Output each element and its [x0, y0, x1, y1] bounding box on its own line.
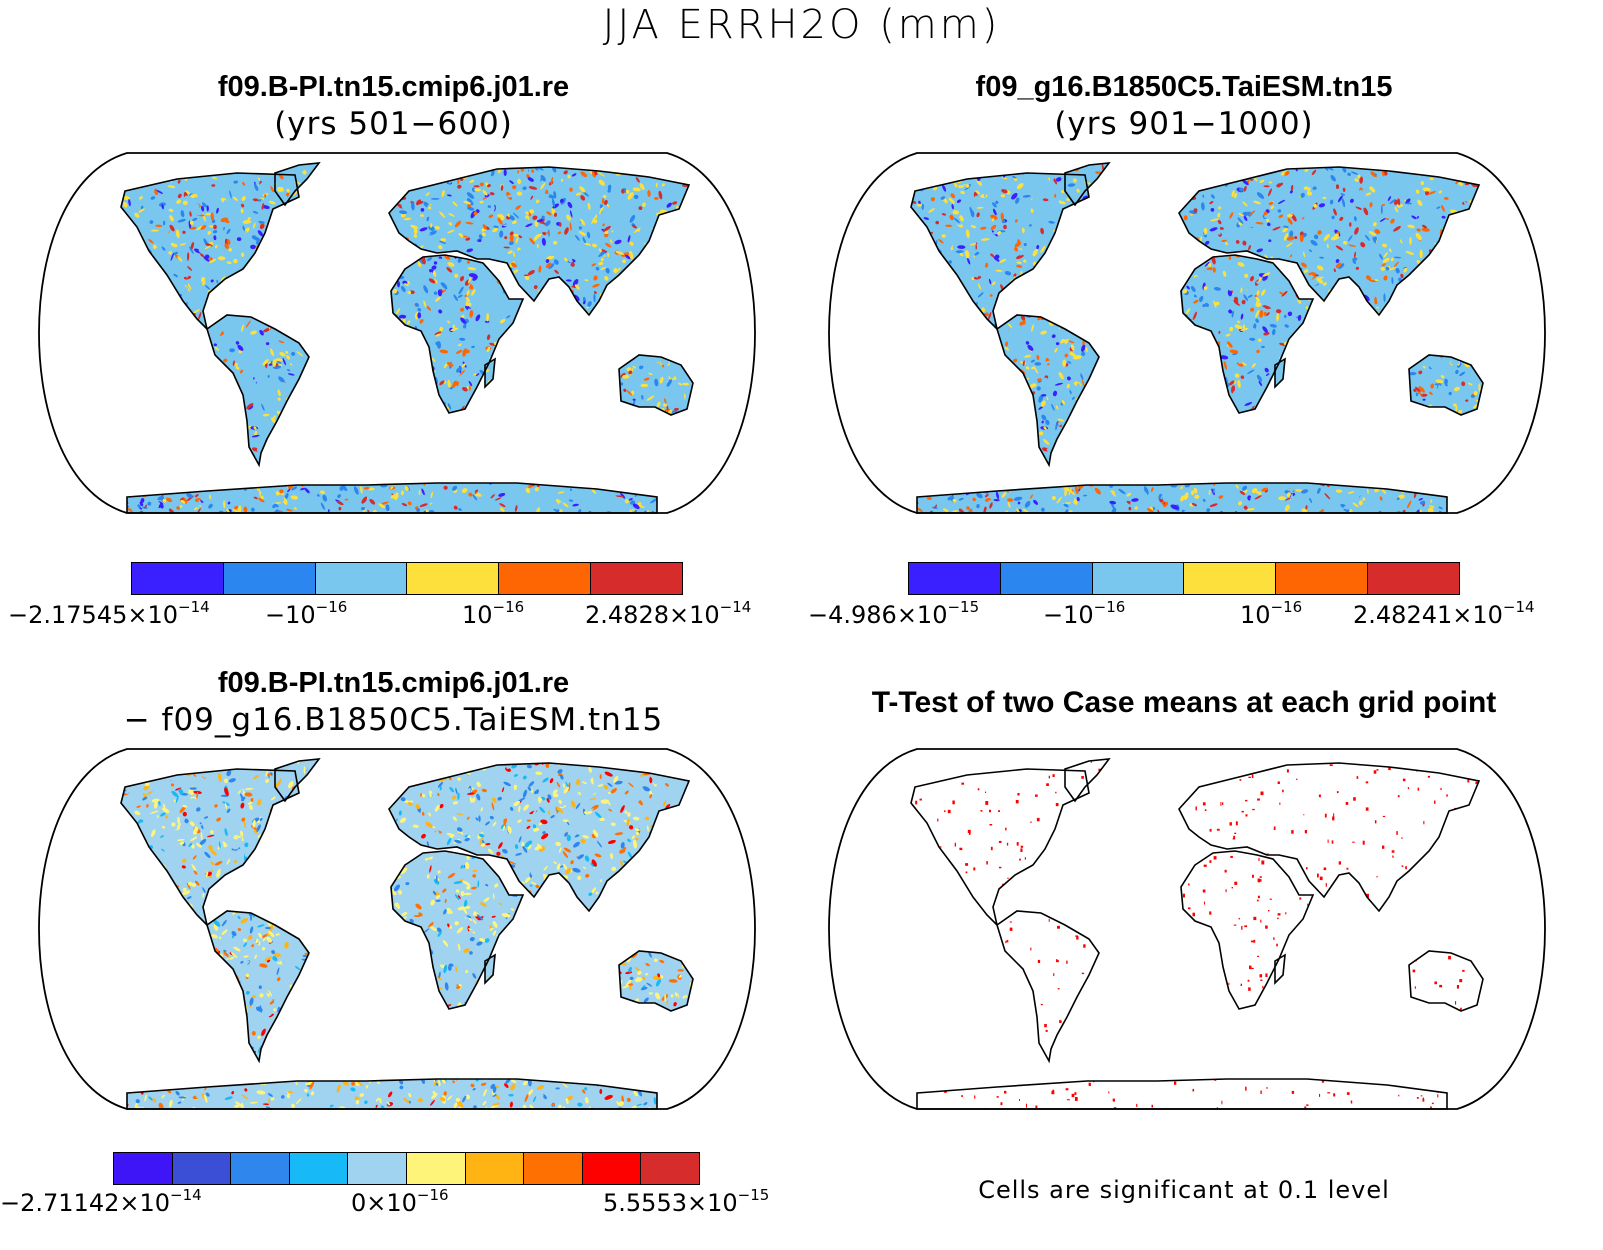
panel-difference-colorbar [113, 1152, 700, 1185]
africa-coastline [1180, 254, 1315, 414]
north-america-coastline [910, 172, 1090, 332]
north-america-coastline [910, 768, 1090, 928]
south-america-coastline [996, 314, 1100, 468]
panel-difference-colorbar-label-3: 5.5553×10−15 [603, 1186, 770, 1217]
australia-coastline [1408, 950, 1484, 1012]
map-outline [38, 152, 756, 514]
panel-case2-colorbar [908, 562, 1460, 595]
colorbar-swatch-6 [406, 1153, 466, 1184]
colorbar-swatch-5 [1276, 563, 1369, 594]
panel-case2-colorbar-label-4: 2.48241×10−14 [1353, 598, 1535, 629]
greenland-coastline [274, 758, 321, 803]
greenland-coastline [1064, 758, 1111, 803]
colorbar-swatch-4 [407, 563, 500, 594]
colorbar-swatch-5 [499, 563, 592, 594]
map-outline [38, 748, 756, 1110]
colorbar-swatch-4 [1184, 563, 1277, 594]
panel-difference-colorbar-label-2: 0×10−16 [351, 1186, 449, 1217]
colorbar-swatch-9 [582, 1153, 642, 1184]
madagascar-coastline [484, 357, 496, 389]
panel-case2-subtitle: (yrs 901−1000) [1054, 106, 1314, 142]
colorbar-swatch-1 [114, 1153, 173, 1184]
figure-title: JJA ERRH2O (mm) [602, 2, 1001, 48]
panel-difference-map [38, 748, 756, 1110]
eurasia-coastline [388, 166, 691, 317]
colorbar-swatch-2 [1000, 563, 1093, 594]
eurasia-coastline [388, 762, 691, 913]
panel-case1-subtitle: (yrs 501−600) [274, 106, 513, 142]
panel-ttest-map [828, 748, 1546, 1110]
colorbar-swatch-6 [1368, 563, 1459, 594]
colorbar-swatch-8 [524, 1153, 583, 1184]
panel-case1-colorbar [131, 562, 683, 595]
madagascar-coastline [1274, 953, 1286, 985]
panel-ttest-title: T-Test of two Case means at each grid po… [871, 686, 1497, 719]
panel-case1-colorbar-label-1: −2.17545×10−14 [8, 598, 210, 629]
greenland-coastline [1064, 162, 1111, 207]
panel-case1-colorbar-label-4: 2.4828×10−14 [585, 598, 752, 629]
panel-case2-title: f09_g16.B1850C5.TaiESM.tn15 [975, 71, 1393, 103]
panel-case1-map [38, 152, 756, 514]
colorbar-swatch-1 [132, 563, 224, 594]
panel-difference-colorbar-label-1: −2.71142×10−14 [0, 1186, 202, 1217]
africa-coastline [390, 254, 525, 414]
south-america-coastline [206, 314, 310, 468]
colorbar-swatch-3 [1092, 563, 1185, 594]
colorbar-swatch-6 [591, 563, 682, 594]
australia-coastline [618, 950, 694, 1012]
colorbar-swatch-2 [172, 1153, 232, 1184]
south-america-coastline [996, 910, 1100, 1064]
panel-case1-colorbar-label-3: 10−16 [462, 598, 525, 629]
madagascar-coastline [1274, 357, 1286, 389]
colorbar-swatch-7 [465, 1153, 525, 1184]
panel-case2-colorbar-label-3: 10−16 [1240, 598, 1303, 629]
south-america-coastline [206, 910, 310, 1064]
map-outline [828, 152, 1546, 514]
greenland-coastline [274, 162, 321, 207]
panel-case2-map [828, 152, 1546, 514]
colorbar-swatch-3 [315, 563, 408, 594]
panel-case1-title: f09.B-PI.tn15.cmip6.j01.re [217, 71, 570, 103]
africa-coastline [1180, 850, 1315, 1010]
colorbar-swatch-3 [231, 1153, 290, 1184]
panel-difference-subtitle: − f09_g16.B1850C5.TaiESM.tn15 [123, 702, 664, 738]
colorbar-swatch-4 [289, 1153, 349, 1184]
madagascar-coastline [484, 953, 496, 985]
africa-coastline [390, 850, 525, 1010]
colorbar-swatch-1 [909, 563, 1001, 594]
colorbar-swatch-5 [348, 1153, 407, 1184]
colorbar-swatch-10 [641, 1153, 699, 1184]
panel-ttest-footnote: Cells are significant at 0.1 level [978, 1176, 1390, 1204]
eurasia-coastline [1178, 166, 1481, 317]
map-outline [828, 748, 1546, 1110]
australia-coastline [1408, 354, 1484, 416]
north-america-coastline [120, 172, 300, 332]
australia-coastline [618, 354, 694, 416]
panel-difference-title: f09.B-PI.tn15.cmip6.j01.re [217, 667, 570, 699]
panel-case2-colorbar-label-2: −10−16 [1043, 598, 1126, 629]
colorbar-swatch-2 [223, 563, 316, 594]
panel-case1-colorbar-label-2: −10−16 [265, 598, 348, 629]
north-america-coastline [120, 768, 300, 928]
panel-case2-colorbar-label-1: −4.986×10−15 [808, 598, 980, 629]
eurasia-coastline [1178, 762, 1481, 913]
